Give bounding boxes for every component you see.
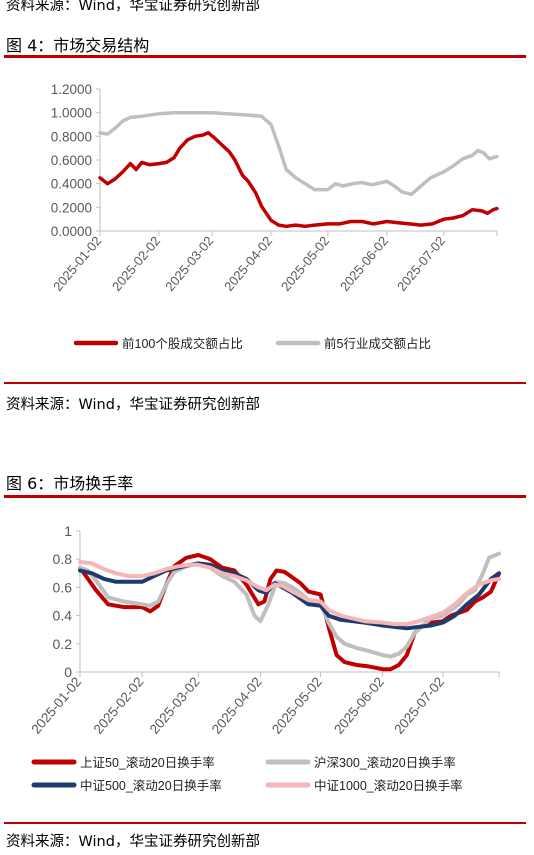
fig6-y-tick-label: 0.2 <box>53 636 73 652</box>
fig6-x-tick-label: 2025-01-02 <box>28 674 84 737</box>
fig6-x-tick-label: 2025-07-02 <box>391 674 447 737</box>
fig6-legend-label-3: 中证500_滚动20日换手率 <box>80 778 222 793</box>
fig6-x-tick-label: 2025-03-02 <box>147 674 203 737</box>
fig6-x-tick-label: 2025-04-02 <box>209 674 265 737</box>
fig6-y-tick-label: 1 <box>64 523 72 539</box>
figure6-bottom-rule <box>4 822 526 824</box>
fig6-x-tick-label: 2025-02-02 <box>91 674 147 737</box>
fig6-y-tick-label: 0.6 <box>53 579 73 595</box>
fig6-y-tick-label: 0.8 <box>53 551 73 567</box>
fig6-series-line-2 <box>80 554 499 657</box>
fig6-legend-label-1: 上证50_滚动20日换手率 <box>80 755 215 770</box>
figure6-source: 资料来源：Wind，华宝证券研究创新部 <box>6 830 260 851</box>
fig6-series-line-1 <box>80 555 499 669</box>
fig6-y-tick-label: 0.4 <box>53 608 73 624</box>
fig6-legend-label-4: 中证1000_滚动20日换手率 <box>314 778 463 793</box>
fig6-legend-label-2: 沪深300_滚动20日换手率 <box>314 755 456 770</box>
fig6-x-tick-label: 2025-05-02 <box>269 674 325 737</box>
fig6-x-tick-label: 2025-06-02 <box>331 674 387 737</box>
